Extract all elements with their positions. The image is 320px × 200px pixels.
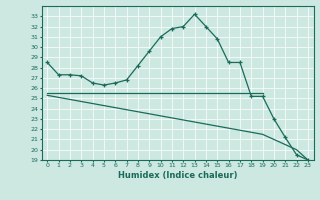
- X-axis label: Humidex (Indice chaleur): Humidex (Indice chaleur): [118, 171, 237, 180]
